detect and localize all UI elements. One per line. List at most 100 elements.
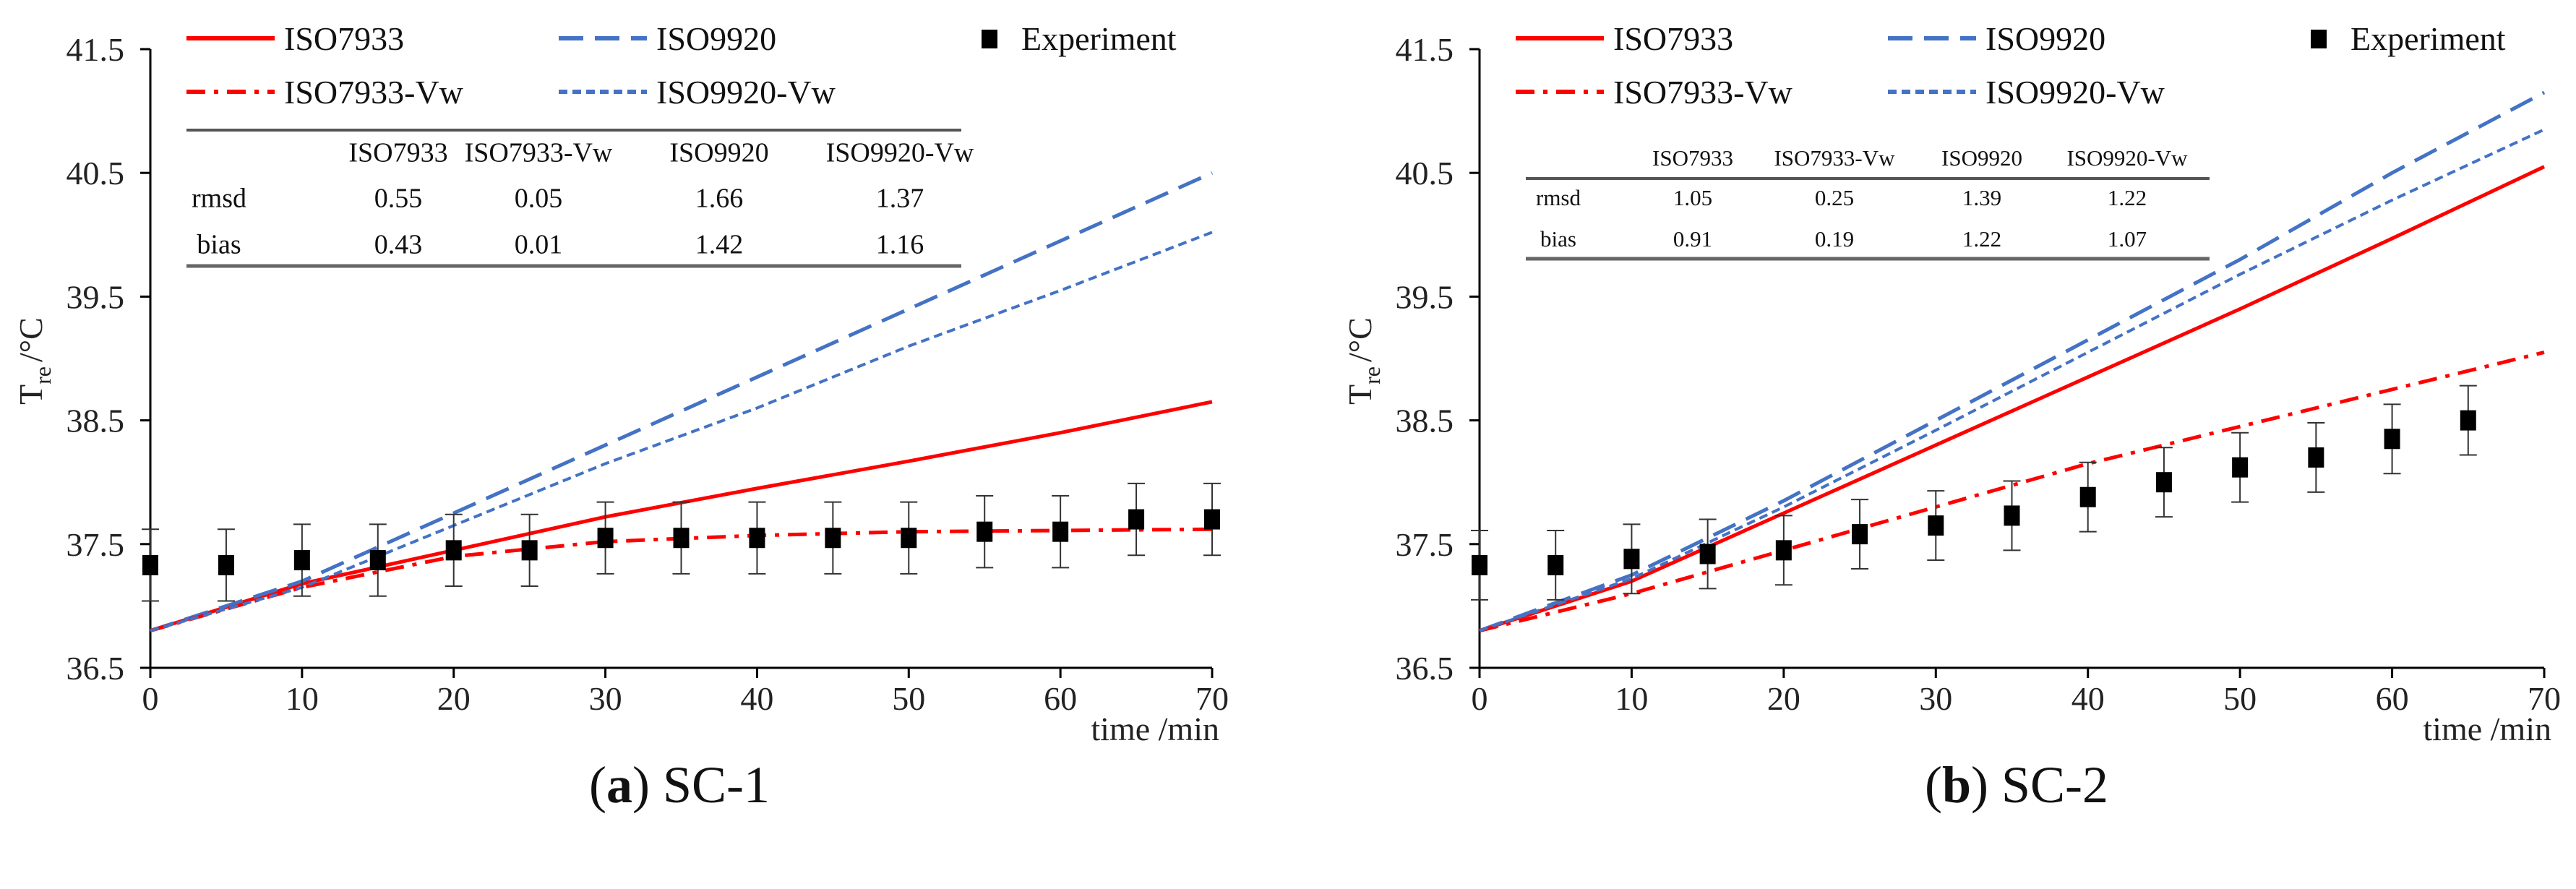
series-line-iso9920 (1479, 90, 2546, 632)
table-cell: 0.01 (515, 229, 563, 259)
legend-label: ISO7933-Vw (284, 74, 464, 111)
table-cell: 0.91 (1673, 226, 1712, 252)
table-header: ISO9920-Vw (826, 137, 974, 168)
y-axis-label: Tre /°C (12, 317, 56, 405)
caption-letter: b (1942, 756, 1971, 814)
table-row-label: rmsd (1536, 185, 1581, 210)
table-cell: 0.05 (515, 183, 563, 213)
y-label-unit: /°C (1341, 317, 1378, 362)
table-cell: 1.05 (1673, 185, 1712, 210)
y-label-subscript: re (1359, 366, 1385, 385)
y-tick-label: 37.5 (1396, 526, 1454, 563)
x-tick-label: 70 (1195, 680, 1229, 717)
legend-marker (982, 30, 997, 48)
y-label-symbol: T (12, 385, 49, 405)
caption-title: SC-2 (2001, 756, 2108, 814)
y-tick-label: 38.5 (1396, 403, 1454, 439)
y-label-subscript: re (30, 366, 56, 385)
table-cell: 1.37 (876, 183, 924, 213)
legend-label: ISO9920-Vw (1985, 74, 2165, 111)
experiment-point (1928, 515, 1944, 536)
experiment-point (2155, 472, 2172, 493)
experiment-point (673, 528, 690, 549)
legend-label: ISO9920 (1985, 20, 2105, 57)
y-tick-label: 38.5 (66, 403, 125, 439)
x-tick-label: 30 (1919, 680, 1952, 717)
series-line-iso9920 (150, 171, 1214, 633)
experiment-point (2460, 410, 2476, 431)
experiment-point (1623, 549, 1640, 570)
experiment-point (2004, 505, 2020, 526)
y-tick-label: 40.5 (66, 155, 125, 192)
experiment-point (1547, 554, 1564, 575)
x-tick-label: 20 (437, 680, 471, 717)
y-tick-label: 39.5 (1396, 278, 1454, 315)
caption-title: SC-1 (663, 756, 770, 814)
legend-label: ISO9920 (656, 20, 776, 57)
y-axis-label: Tre /°C (1341, 317, 1385, 405)
stats-table: ISO7933 ISO7933-Vw ISO9920 ISO9920-Vw rmsd 0.… (186, 129, 974, 268)
table-header: ISO7933 (348, 137, 447, 168)
experiment-point (1472, 554, 1487, 575)
x-tick-label: 40 (740, 680, 773, 717)
table-row-label: bias (1540, 226, 1576, 252)
experiment-point (2232, 457, 2249, 478)
caption-letter: a (606, 756, 632, 814)
caption-paren: ( (589, 756, 606, 814)
series-line-iso7933 (1479, 165, 2546, 633)
caption-paren: ( (1925, 756, 1942, 814)
panel-sc1: 36.5 37.5 38.5 39.5 40.5 41.5 0 10 20 30 40 50 60 70t… (12, 20, 1229, 814)
experiment-point (521, 540, 538, 561)
y-tick-label: 41.5 (66, 31, 125, 68)
legend-label: ISO7933 (1613, 20, 1733, 57)
x-axis-label: time /min (2423, 710, 2551, 747)
y-tick-label: 39.5 (66, 278, 125, 315)
stats-table: ISO7933 ISO7933-Vw ISO9920 ISO9920-Vw rmsd 1.… (1526, 145, 2210, 261)
table-cell: 1.66 (695, 183, 744, 213)
experiment-point (1775, 540, 1792, 561)
experiment-point (2079, 486, 2096, 507)
experiment-point (1052, 521, 1069, 542)
experiment-point (825, 528, 841, 549)
x-tick-label: 60 (1044, 680, 1077, 717)
y-tick-label: 36.5 (66, 650, 125, 687)
table-cell: 0.55 (374, 183, 423, 213)
experiment-point (142, 554, 158, 575)
y-tick-label: 37.5 (66, 526, 125, 563)
x-tick-label: 50 (892, 680, 925, 717)
table-cell: 0.19 (1815, 226, 1854, 252)
legend-marker (2311, 30, 2327, 48)
experiment-point (445, 540, 462, 561)
x-axis-label: time /min (1091, 710, 1219, 747)
table-header: ISO7933-Vw (465, 137, 613, 168)
x-tick-label: 50 (2223, 680, 2257, 717)
table-row-label: bias (197, 229, 241, 259)
x-tick-label: 0 (1472, 680, 1488, 717)
y-tick-label: 36.5 (1396, 650, 1454, 687)
experiment-point (749, 528, 765, 549)
x-tick-label: 0 (142, 680, 159, 717)
series-line-iso9920-vw (150, 231, 1213, 632)
legend-label: Experiment (2350, 20, 2506, 57)
table-header: ISO9920-Vw (2066, 145, 2188, 171)
panel-caption: (a) SC-1 (589, 756, 770, 814)
caption-paren: ) (1971, 756, 2001, 814)
legend-label: Experiment (1021, 20, 1177, 57)
x-tick-label: 40 (2071, 680, 2105, 717)
experiment-point (293, 550, 310, 571)
legend-label: ISO7933 (284, 20, 404, 57)
x-tick-label: 20 (1767, 680, 1800, 717)
experiment-point (976, 521, 993, 542)
y-tick-label: 40.5 (1396, 155, 1454, 192)
experiment-point (901, 528, 917, 549)
experiment-point (2308, 447, 2324, 468)
legend-label: ISO9920-Vw (656, 74, 836, 111)
table-cell: 1.22 (2108, 185, 2147, 210)
table-row-label: rmsd (192, 183, 246, 213)
panel-caption: (b) SC-2 (1925, 756, 2108, 814)
panel-sc2: 36.5 37.5 38.5 39.5 40.5 41.5 0 10 20 30 40 50 60 70t… (1341, 20, 2561, 814)
x-tick-label: 10 (1615, 680, 1648, 717)
experiment-point (1128, 509, 1145, 530)
table-header: ISO9920 (1941, 145, 2022, 171)
table-cell: 0.25 (1815, 185, 1854, 210)
